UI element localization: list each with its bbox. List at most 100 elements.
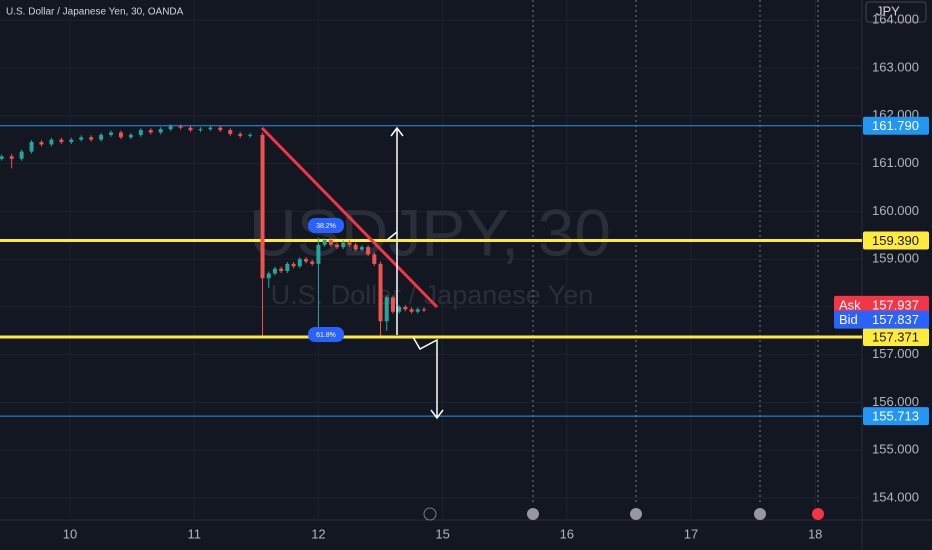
candle-body <box>272 268 277 274</box>
event-icon <box>754 508 766 520</box>
y-tick-label: 156.000 <box>872 394 919 409</box>
candle-body <box>384 297 389 322</box>
candle-body <box>138 130 143 135</box>
candle-body <box>291 263 296 267</box>
candle-body <box>59 139 64 143</box>
quote-box <box>834 295 929 314</box>
candle-body <box>415 309 420 312</box>
x-tick-label: 11 <box>187 526 201 541</box>
trend-line <box>260 126 439 309</box>
currency-label[interactable]: JPY <box>876 3 900 18</box>
candle-body <box>316 244 321 264</box>
candle-body <box>79 137 84 140</box>
candle-body <box>99 134 104 140</box>
candle-body <box>29 142 34 152</box>
candle-body <box>228 130 233 134</box>
candle-body <box>297 259 302 267</box>
fib-label: 38.2% <box>316 223 336 230</box>
currency-box[interactable] <box>865 1 927 23</box>
watermark-subtitle: U.S. Dollar / Japanese Yen <box>271 280 594 310</box>
candle-body <box>39 142 44 145</box>
candle-body <box>49 139 54 145</box>
up-arrow <box>390 126 404 335</box>
candle-body <box>378 263 383 322</box>
level-label: 159.390 <box>872 233 919 248</box>
x-tick-label: 18 <box>808 526 822 541</box>
candle-body <box>421 309 426 311</box>
level-label-box <box>863 231 929 250</box>
candle-body <box>238 133 243 136</box>
candle-body <box>168 126 173 130</box>
event-lines <box>532 0 819 505</box>
candle-body <box>158 129 163 133</box>
level-label-box <box>863 407 929 426</box>
candle-body <box>409 309 414 312</box>
chart-title: U.S. Dollar / Japanese Yen, 30, OANDA <box>6 7 184 18</box>
candle-body <box>366 247 371 255</box>
candle-body <box>372 254 377 264</box>
event-icons <box>423 507 824 521</box>
arrow-tick <box>386 231 398 241</box>
candle-body <box>359 247 364 250</box>
y-tick-label: 157.000 <box>872 346 919 361</box>
y-tick-label: 163.000 <box>872 59 919 74</box>
fib-label: 61.8% <box>316 332 336 339</box>
candle-body <box>248 134 253 136</box>
candle-body <box>89 137 94 140</box>
x-tick-label: 10 <box>63 526 77 541</box>
level-label: 155.713 <box>872 409 919 424</box>
level-label-box <box>863 116 929 135</box>
candle-body <box>188 127 193 131</box>
y-tick-label: 159.000 <box>872 251 919 266</box>
level-label: 157.371 <box>872 329 919 344</box>
event-icon <box>423 507 437 521</box>
candle-body <box>310 261 315 264</box>
grid <box>0 0 862 520</box>
x-tick-label: 12 <box>311 526 325 541</box>
candle-body <box>279 268 284 272</box>
candle-body <box>218 127 223 131</box>
y-tick-label: 154.000 <box>872 489 919 504</box>
y-tick-label: 160.000 <box>872 203 919 218</box>
candle-body <box>341 242 346 248</box>
candle-body <box>285 263 290 272</box>
candle-body <box>109 132 114 135</box>
candle-body <box>128 134 133 138</box>
y-axis: 154.000155.000156.000157.000158.000159.0… <box>863 12 929 504</box>
event-icon <box>527 508 539 520</box>
quote-name: Ask <box>839 297 861 312</box>
quote-box <box>834 310 929 329</box>
event-icon <box>630 508 642 520</box>
candles <box>0 124 426 336</box>
candle-body <box>178 126 183 128</box>
x-tick-label: 15 <box>435 526 449 541</box>
candle-body <box>304 259 309 262</box>
y-tick-label: 164.000 <box>872 12 919 27</box>
candle-body <box>403 306 408 310</box>
level-label: 161.790 <box>872 118 919 133</box>
x-tick-label: 17 <box>684 526 698 541</box>
candle-body <box>9 156 14 159</box>
candle-body <box>0 156 4 159</box>
watermark: USDJPY, 30 <box>249 195 611 269</box>
candle-body <box>335 244 340 248</box>
quote-label: 157.937 <box>872 297 919 312</box>
x-tick-label: 16 <box>560 526 574 541</box>
candle-body <box>266 273 271 279</box>
candle-body <box>322 240 327 245</box>
level-label-box <box>863 327 929 346</box>
levels <box>0 125 862 417</box>
candle-body <box>208 127 213 130</box>
candle-body <box>397 306 402 312</box>
y-tick-label: 155.000 <box>872 442 919 457</box>
arrows <box>386 126 444 420</box>
candle-body <box>353 244 358 250</box>
down-arrow <box>412 336 444 420</box>
candle-body <box>148 130 153 133</box>
candle-body <box>198 129 203 131</box>
candle-body <box>69 139 74 143</box>
fib-pill <box>308 327 344 342</box>
candle-body <box>347 242 352 245</box>
